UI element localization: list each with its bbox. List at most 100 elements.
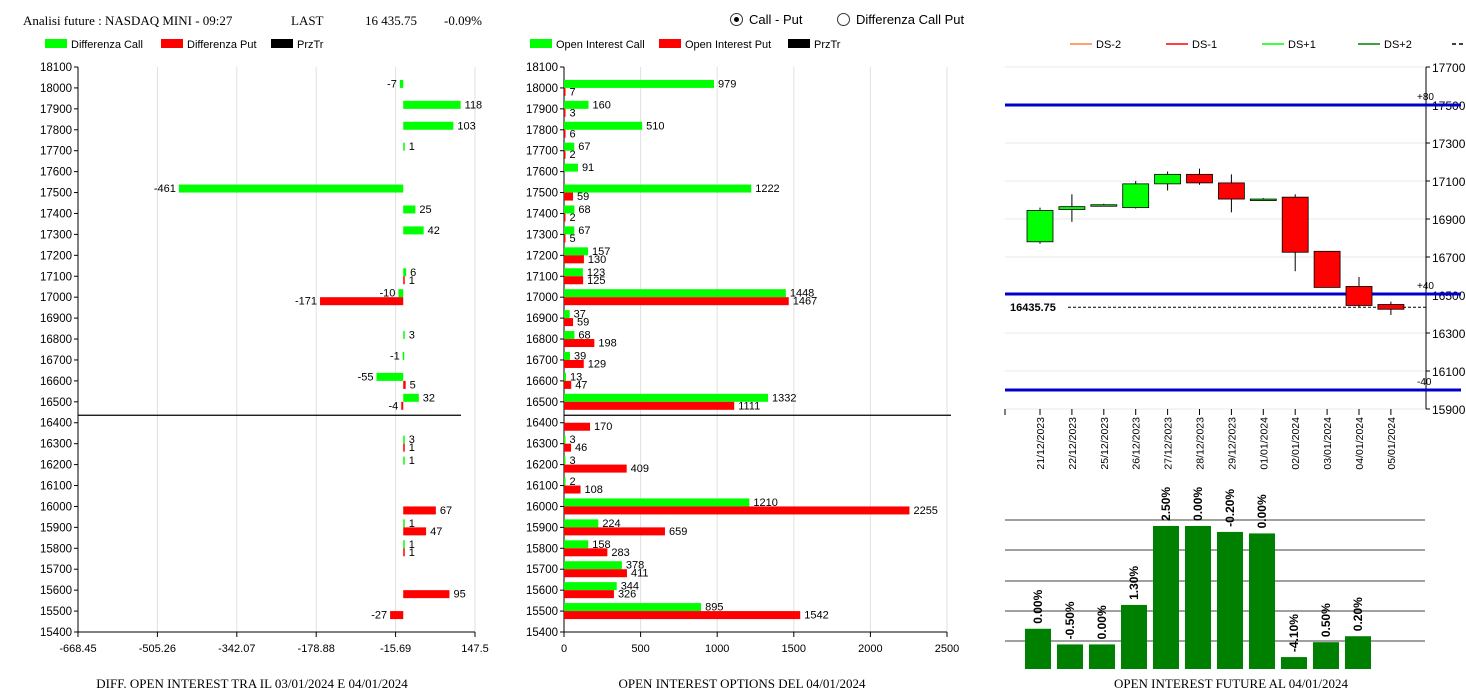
legend-label: DS+1 xyxy=(1288,39,1316,51)
oi-future-bar xyxy=(1185,525,1211,669)
x-tick-label: -342.07 xyxy=(218,643,255,655)
open-interest-future-chart: 0.00% -0.50% 0.00% 1.30% 2.50% 0.00% -0.20% 0.0… xyxy=(1005,487,1425,691)
oi-future-bar xyxy=(1281,657,1307,669)
call-value-label: 39 xyxy=(574,350,586,362)
oi-future-bar xyxy=(1217,531,1243,669)
strike-label: 17800 xyxy=(40,125,72,137)
call-bar xyxy=(403,142,405,151)
strike-label: 17100 xyxy=(526,271,558,283)
strike-label: 18100 xyxy=(40,62,72,74)
date-label: 01/01/2024 xyxy=(1258,417,1270,470)
date-label: 04/01/2024 xyxy=(1354,417,1366,470)
call-bar xyxy=(564,372,566,381)
call-value-label: 3 xyxy=(409,330,415,342)
change-percent: -0.09% xyxy=(444,13,482,28)
y-tick-label: 16700 xyxy=(1432,251,1466,265)
date-label: 02/01/2024 xyxy=(1290,417,1302,470)
candle-body xyxy=(1249,198,1277,201)
y-tick-label: 15900 xyxy=(1432,403,1466,417)
call-bar xyxy=(398,289,404,298)
put-value-label: 1 xyxy=(409,275,415,287)
call-bar xyxy=(403,456,405,465)
y-tick-label: 17700 xyxy=(1432,61,1466,75)
candle-body xyxy=(1377,304,1405,310)
put-bar xyxy=(564,527,665,536)
oi-future-bar xyxy=(1089,644,1115,669)
strike-label: 15800 xyxy=(40,543,72,555)
put-bar xyxy=(564,276,584,285)
strike-label: 18100 xyxy=(526,62,558,74)
legend-swatch xyxy=(45,39,67,48)
call-value-label: -55 xyxy=(358,371,374,383)
strike-label: 15500 xyxy=(526,606,558,618)
call-value-label: 67 xyxy=(578,141,590,153)
call-bar xyxy=(564,603,702,612)
candle-body xyxy=(1186,173,1213,184)
call-value-label: 42 xyxy=(428,225,440,237)
put-bar xyxy=(564,234,566,243)
call-value-label: 6 xyxy=(410,267,416,279)
call-value-label: 37 xyxy=(574,309,586,321)
oi-future-bar xyxy=(1313,642,1339,669)
strike-label: 17900 xyxy=(40,104,72,116)
call-bar xyxy=(564,79,714,88)
put-bar xyxy=(564,506,910,515)
radio-difference-call-put[interactable]: Differenza Call Put xyxy=(837,12,964,27)
chart-caption: OPEN INTEREST OPTIONS DEL 04/01/2024 xyxy=(619,676,867,691)
call-bar xyxy=(564,393,769,402)
strike-label: 17300 xyxy=(526,229,558,241)
put-value-label: 47 xyxy=(575,379,587,391)
put-bar xyxy=(320,297,404,306)
put-bar xyxy=(564,485,581,494)
strike-label: 16000 xyxy=(40,501,72,513)
call-value-label: 67 xyxy=(578,225,590,237)
call-bar xyxy=(403,393,419,402)
strike-label: 17700 xyxy=(526,146,558,158)
candle-body xyxy=(1090,204,1118,207)
level-label: +80 xyxy=(1417,92,1434,103)
oi-future-value-label: 0.00% xyxy=(1255,494,1269,528)
x-tick-label: -15.69 xyxy=(380,643,411,655)
x-tick-label: -178.88 xyxy=(298,643,335,655)
strike-label: 16700 xyxy=(526,355,558,367)
strike-label: 16900 xyxy=(40,313,72,325)
oi-future-value-label: 0.50% xyxy=(1319,603,1333,637)
put-bar xyxy=(403,506,436,515)
put-value-label: 47 xyxy=(430,526,442,538)
call-bar xyxy=(376,372,404,381)
chart-caption: DIFF. OPEN INTEREST TRA IL 03/01/2024 E … xyxy=(96,676,408,691)
radio-label-difference: Differenza Call Put xyxy=(856,12,965,27)
radio-label-call-put: Call - Put xyxy=(749,12,803,27)
candle-body xyxy=(1154,173,1182,185)
put-value-label: -27 xyxy=(371,610,387,622)
candle-body xyxy=(1313,250,1341,288)
put-value-label: -4 xyxy=(389,400,399,412)
put-bar xyxy=(564,150,566,159)
call-value-label: 32 xyxy=(423,392,435,404)
strike-label: 18000 xyxy=(40,83,72,95)
radio-indicator-selected xyxy=(730,13,743,26)
strike-label: 17400 xyxy=(40,208,72,220)
call-bar xyxy=(564,456,566,465)
call-value-label: 123 xyxy=(587,267,605,279)
call-value-label: 68 xyxy=(578,330,590,342)
call-bar xyxy=(564,519,599,528)
call-bar xyxy=(403,519,405,528)
strike-label: 16800 xyxy=(526,334,558,346)
x-tick-label: 2000 xyxy=(858,643,882,655)
y-tick-label: 17100 xyxy=(1432,175,1466,189)
strike-label: 16500 xyxy=(526,397,558,409)
put-value-label: 5 xyxy=(570,233,576,245)
legend-swatch xyxy=(530,39,552,48)
call-value-label: 1 xyxy=(409,455,415,467)
call-value-label: 378 xyxy=(626,560,644,572)
call-value-label: 160 xyxy=(593,99,611,111)
date-label: 21/12/2023 xyxy=(1035,417,1047,470)
strike-label: 16500 xyxy=(40,397,72,409)
x-tick-label: 1500 xyxy=(782,643,806,655)
x-tick-label: 147.5 xyxy=(461,643,489,655)
radio-call-put[interactable]: Call - Put xyxy=(730,12,802,27)
call-bar xyxy=(564,289,786,298)
put-bar xyxy=(564,569,627,578)
call-value-label: 118 xyxy=(465,99,483,111)
